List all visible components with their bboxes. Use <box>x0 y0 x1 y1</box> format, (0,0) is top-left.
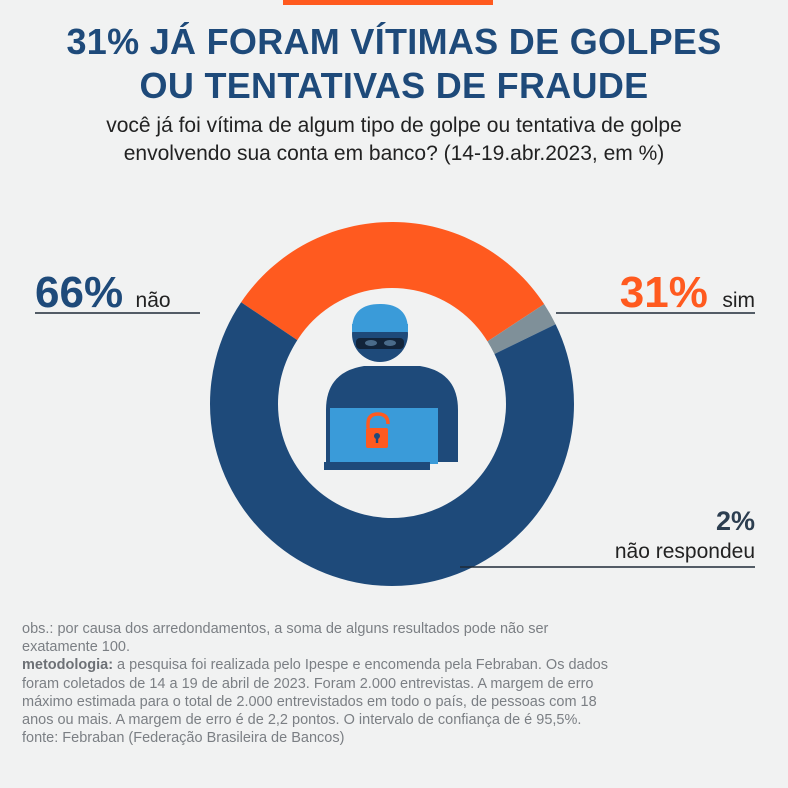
obs-note: obs.: por causa dos arredondamentos, a s… <box>22 621 549 656</box>
chart-subtitle: você já foi vítima de algum tipo de golp… <box>0 112 788 168</box>
footnotes: obs.: por causa dos arredondamentos, a s… <box>22 620 612 747</box>
label-sim-text: sim <box>722 289 755 312</box>
methodology-note: metodologia: a pesquisa foi realizada pe… <box>22 656 612 729</box>
slice-nao <box>210 302 574 586</box>
label-sim: 31% sim <box>620 268 755 317</box>
label-nao-text: não <box>136 289 171 312</box>
label-sim-value: 31% <box>620 268 708 317</box>
label-nao: 66% não <box>35 268 171 317</box>
hacker-with-laptop-icon <box>280 288 504 512</box>
label-nao-value: 66% <box>35 268 123 317</box>
donut-slices <box>210 221 574 586</box>
methodology-text: a pesquisa foi realizada pelo Ipespe e e… <box>22 657 608 729</box>
source-note: fonte: Febraban (Federação Brasileira de… <box>22 730 345 747</box>
subtitle-line-2: envolvendo sua conta em banco? (14-19.ab… <box>123 142 665 165</box>
subtitle-line-1: você já foi vítima de algum tipo de golp… <box>106 114 682 137</box>
slice-sim <box>241 221 545 342</box>
top-accent-bar <box>283 0 493 5</box>
chart-title: 31% JÁ FORAM VÍTIMAS DE GOLPES OU TENTAT… <box>0 20 788 108</box>
title-line-1: 31% JÁ FORAM VÍTIMAS DE GOLPES <box>66 21 722 62</box>
label-nao-respondeu-text: não respondeu <box>615 540 755 563</box>
methodology-label: metodologia: <box>22 657 114 674</box>
label-nao-respondeu-value: 2% <box>716 506 755 536</box>
title-line-2: OU TENTATIVAS DE FRAUDE <box>139 65 649 106</box>
unlocked-padlock-icon <box>366 412 390 448</box>
slice-nao-respondeu <box>487 304 556 355</box>
